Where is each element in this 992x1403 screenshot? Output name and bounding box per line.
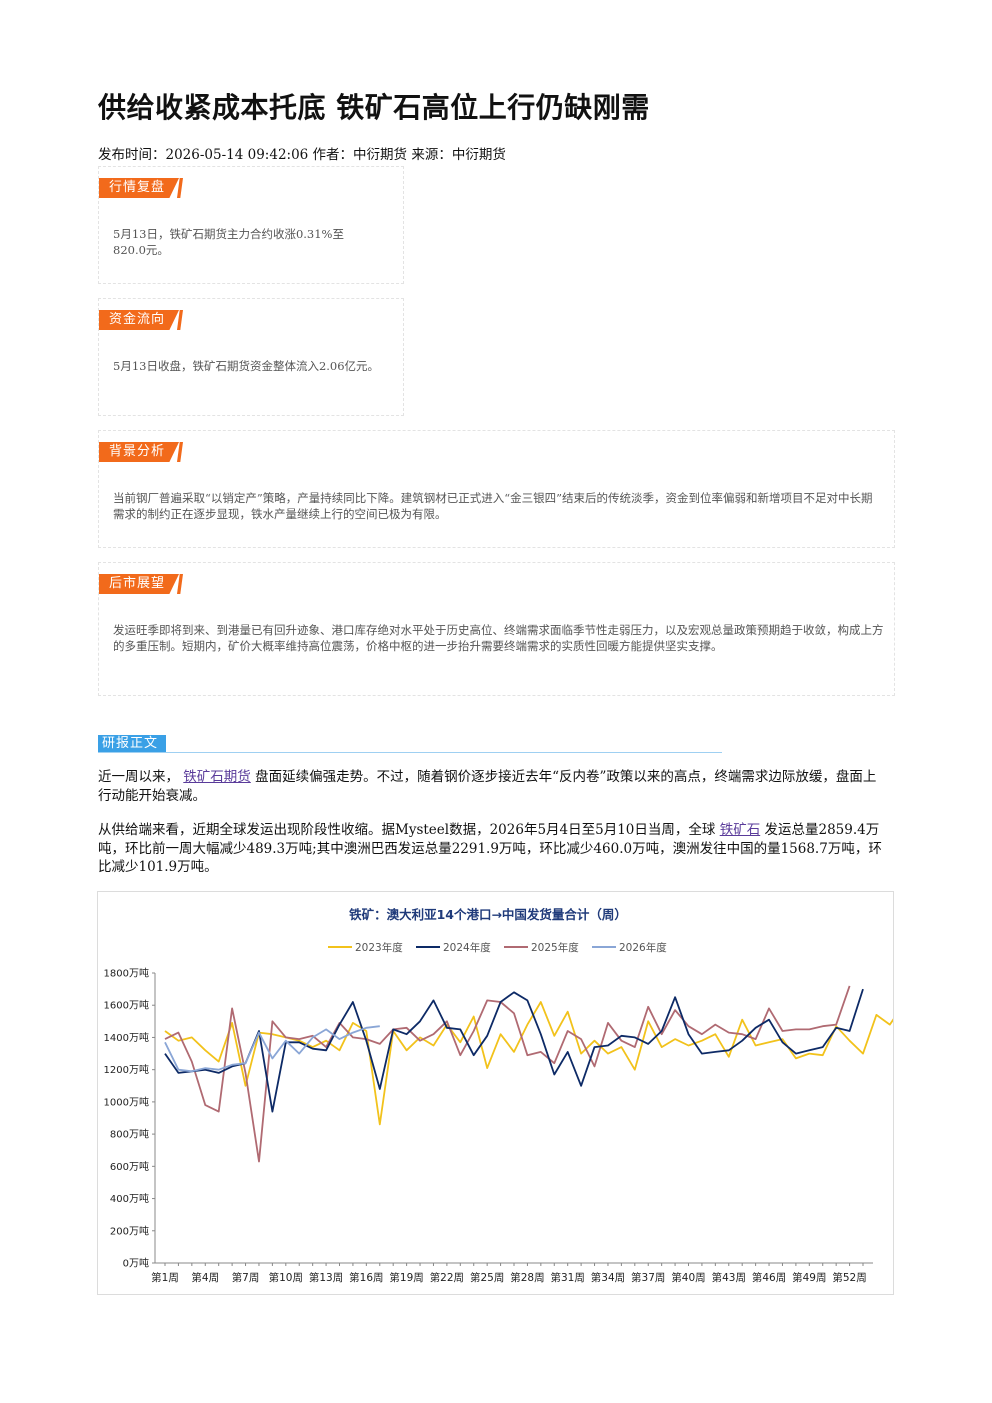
x-tick-label: 第4周 [191, 1271, 219, 1284]
x-tick-label: 第49周 [792, 1271, 826, 1284]
fund-tag: 资金流向 [99, 310, 180, 330]
x-tick-label: 第16周 [349, 1271, 383, 1284]
fund-tag-stripe [177, 310, 183, 330]
iron-ore-futures-link[interactable]: 铁矿石期货 [183, 769, 251, 785]
legend-label: 2023年度 [355, 941, 403, 954]
legend-label: 2024年度 [443, 941, 491, 954]
y-tick-label: 600万吨 [110, 1160, 149, 1173]
background-text: 当前钢厂普遍采取“以销定产”策略，产量持续同比下降。建筑钢材已正式进入“金三银四… [113, 491, 873, 521]
review-box: 行情复盘 5月13日，铁矿石期货主力合约收涨0.31%至820.0元。 [98, 166, 404, 284]
series-line-2024年度 [164, 988, 864, 1113]
review-tag-stripe [177, 178, 183, 198]
iron-ore-link[interactable]: 铁矿石 [719, 822, 761, 838]
review-tag: 行情复盘 [99, 178, 180, 198]
chart-series [164, 985, 918, 1163]
report-paragraph-1: 近一周以来， 铁矿石期货 盘面延续偏强走势。不过，随着钢价逐步接近去年“反内卷”… [98, 768, 888, 805]
y-tick-label: 1800万吨 [104, 967, 149, 980]
article-title: 供给收紧成本托底 铁矿石高位上行仍缺刚需 [98, 91, 650, 124]
y-tick-label: 1000万吨 [104, 1095, 149, 1108]
report-section-divider [98, 752, 722, 753]
x-tick-label: 第31周 [551, 1271, 585, 1284]
review-text: 5月13日，铁矿石期货主力合约收涨0.31%至820.0元。 [113, 227, 344, 257]
p2-prefix: 从供给端来看，近期全球发运出现阶段性收缩。据Mysteel数据，2026年5月4… [98, 822, 716, 838]
x-tick-label: 第10周 [269, 1271, 303, 1284]
chart-title: 铁矿：澳大利亚14个港口→中国发货量合计（周） [349, 907, 627, 922]
report-paragraph-2: 从供给端来看，近期全球发运出现阶段性收缩。据Mysteel数据，2026年5月4… [98, 821, 888, 877]
legend-label: 2025年度 [531, 941, 579, 954]
article-meta: 发布时间：2026-05-14 09:42:06 作者：中衍期货 来源：中衍期货 [98, 147, 506, 163]
legend-entry: 2025年度 [504, 941, 579, 954]
legend-entry: 2023年度 [328, 941, 403, 954]
x-tick-label: 第7周 [232, 1271, 260, 1284]
x-tick-label: 第52周 [832, 1271, 866, 1284]
legend-label: 2026年度 [619, 941, 667, 954]
p1-suffix: 盘面延续偏强走势。不过，随着钢价逐步接近去年“反内卷”政策以来的高点，终端需求边… [98, 769, 877, 804]
p2-suffix: 发运总量2859.4万吨，环比前一周大幅减少489.3万吨;其中澳洲巴西发运总量… [98, 822, 882, 875]
outlook-tag-stripe [177, 574, 183, 594]
x-tick-label: 第46周 [752, 1271, 786, 1284]
shipment-line-chart: 铁矿：澳大利亚14个港口→中国发货量合计（周） 2023年度 2024年度 2025… [104, 907, 918, 1284]
fund-box: 资金流向 5月13日收盘，铁矿石期货资金整体流入2.06亿元。 [98, 298, 404, 416]
x-tick-label: 第22周 [430, 1271, 464, 1284]
outlook-box: 后市展望 发运旺季即将到来、到港量已有回升迹象、港口库存绝对水平处于历史高位、终… [98, 562, 895, 696]
series-line-2025年度 [164, 985, 851, 1163]
outlook-text: 发运旺季即将到来、到港量已有回升迹象、港口库存绝对水平处于历史高位、终端需求面临… [113, 623, 884, 653]
x-tick-label: 第25周 [470, 1271, 504, 1284]
chart-legend: 2023年度 2024年度 2025年度 2026年度 [328, 941, 667, 954]
y-tick-label: 400万吨 [110, 1192, 149, 1205]
report-section-tag: 研报正文 [98, 735, 167, 753]
background-tag: 背景分析 [99, 442, 180, 462]
y-tick-label: 200万吨 [110, 1224, 149, 1237]
series-line-2026年度 [164, 1025, 380, 1073]
x-tick-label: 第43周 [712, 1271, 746, 1284]
y-tick-label: 1600万吨 [104, 999, 149, 1012]
background-tag-stripe [177, 442, 183, 462]
x-tick-label: 第13周 [309, 1271, 343, 1284]
shipment-chart-container: 铁矿：澳大利亚14个港口→中国发货量合计（周） 2023年度 2024年度 2025… [97, 891, 918, 1295]
fund-text: 5月13日收盘，铁矿石期货资金整体流入2.06亿元。 [113, 359, 380, 373]
legend-entry: 2026年度 [592, 941, 667, 954]
chart-axes: 0万吨 200万吨 400万吨 600万吨 800万吨 1000万吨 1200万吨 1400万… [104, 967, 873, 1284]
x-tick-label: 第19周 [389, 1271, 423, 1284]
x-tick-label: 第1周 [151, 1271, 179, 1284]
y-tick-label: 1400万吨 [104, 1031, 149, 1044]
background-box: 背景分析 当前钢厂普遍采取“以销定产”策略，产量持续同比下降。建筑钢材已正式进入… [98, 430, 895, 548]
y-tick-label: 1200万吨 [104, 1063, 149, 1076]
p1-prefix: 近一周以来， [98, 769, 179, 785]
legend-entry: 2024年度 [416, 941, 491, 954]
x-tick-label: 第37周 [631, 1271, 665, 1284]
outlook-tag: 后市展望 [99, 574, 180, 594]
x-tick-label: 第34周 [591, 1271, 625, 1284]
y-tick-label: 800万吨 [110, 1128, 149, 1141]
y-tick-label: 0万吨 [123, 1257, 149, 1270]
x-tick-label: 第40周 [671, 1271, 705, 1284]
x-tick-label: 第28周 [510, 1271, 544, 1284]
